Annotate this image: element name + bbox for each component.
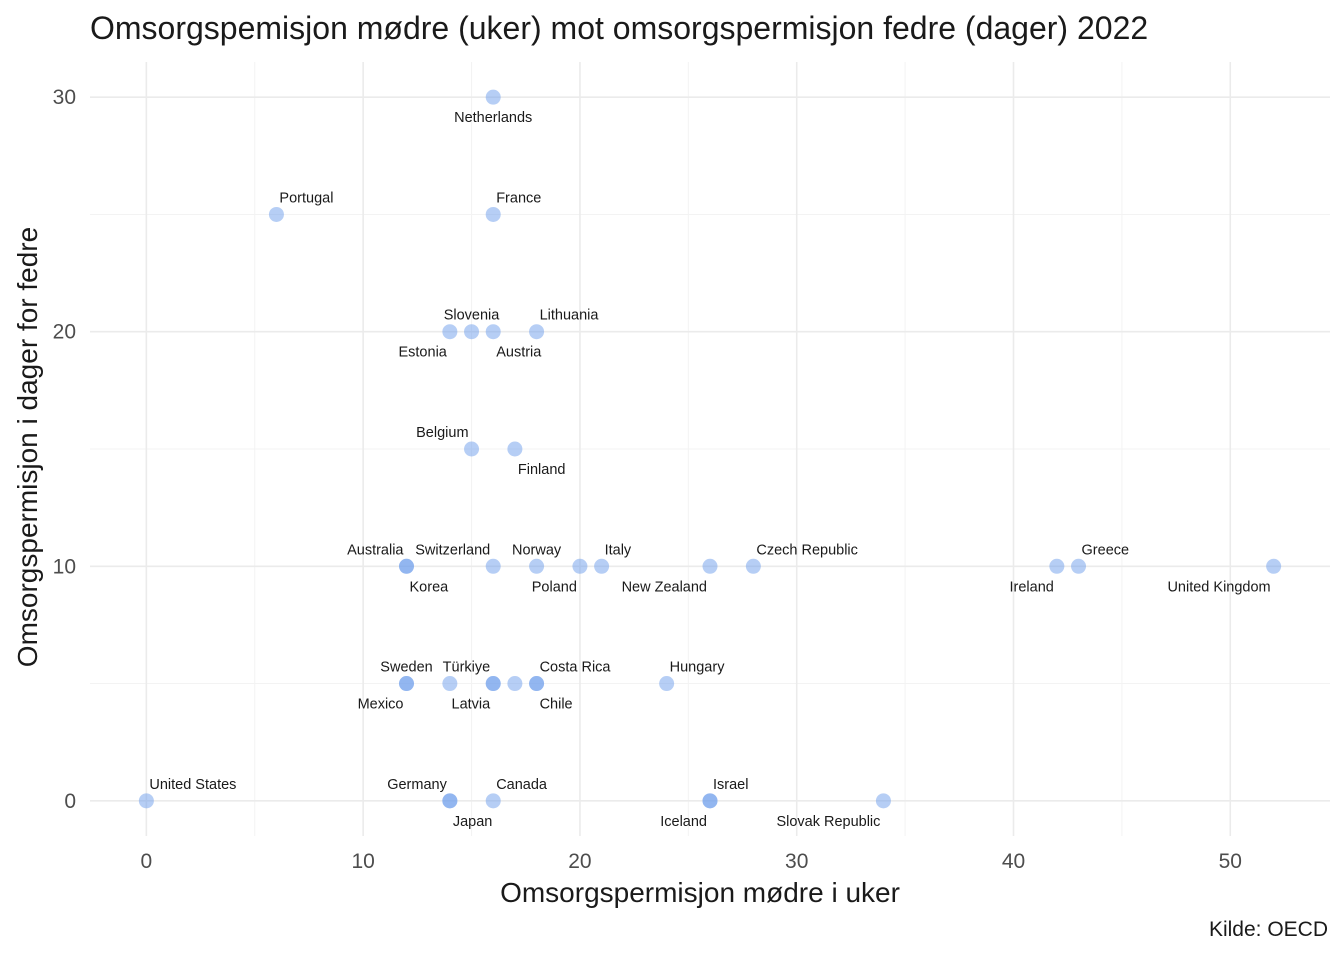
point-label: Australia <box>347 542 404 558</box>
chart-title: Omsorgspemisjon mødre (uker) mot omsorgs… <box>90 10 1149 46</box>
data-point <box>399 676 415 692</box>
point-label: Latvia <box>452 697 492 713</box>
y-tick-label: 20 <box>53 321 76 344</box>
data-point <box>529 558 545 574</box>
data-point <box>485 324 501 340</box>
data-point <box>485 89 501 105</box>
point-label: Italy <box>605 542 632 558</box>
data-point <box>875 793 891 809</box>
data-points <box>138 89 1282 809</box>
point-label: Netherlands <box>454 110 532 126</box>
point-label: Slovenia <box>444 308 501 324</box>
data-point <box>485 206 501 222</box>
source-caption: Kilde: OECD <box>1208 918 1328 941</box>
data-point <box>442 324 458 340</box>
grid-lines <box>90 62 1330 836</box>
point-label: Belgium <box>416 425 468 441</box>
data-point <box>529 324 545 340</box>
point-label: Lithuania <box>540 308 600 324</box>
point-label: Iceland <box>660 814 707 830</box>
point-label: Costa Rica <box>540 660 612 676</box>
point-label: New Zealand <box>622 579 707 595</box>
point-label: Austria <box>496 345 542 361</box>
data-point <box>485 558 501 574</box>
tick-labels: 0 10 20 30 40 50 0 10 20 30 <box>53 86 1242 873</box>
x-tick-label: 0 <box>141 850 153 873</box>
data-point <box>1049 558 1065 574</box>
point-label: Switzerland <box>415 542 490 558</box>
point-label: Norway <box>512 542 562 558</box>
point-label: Estonia <box>398 345 447 361</box>
data-point <box>529 676 545 692</box>
data-point <box>485 676 501 692</box>
point-label: Germany <box>387 777 447 793</box>
data-point <box>572 558 588 574</box>
x-tick-label: 10 <box>351 850 374 873</box>
data-point <box>702 793 718 809</box>
data-point <box>399 558 415 574</box>
point-label: Sweden <box>380 660 432 676</box>
point-label: Ireland <box>1010 579 1054 595</box>
point-labels: Netherlands Portugal France Slovenia Estonia… <box>149 110 1270 830</box>
point-label: Israel <box>713 777 748 793</box>
y-tick-label: 10 <box>53 555 76 578</box>
point-label: Korea <box>410 579 450 595</box>
x-axis-title: Omsorgspermisjon mødre i uker <box>500 877 900 908</box>
data-point <box>659 676 675 692</box>
point-label: Mexico <box>358 697 404 713</box>
point-label: Czech Republic <box>756 542 858 558</box>
point-label: Türkiye <box>443 660 491 676</box>
point-label: Canada <box>496 777 548 793</box>
point-label: Chile <box>540 697 573 713</box>
x-tick-label: 40 <box>1002 850 1025 873</box>
data-point <box>507 676 523 692</box>
data-point <box>464 324 480 340</box>
point-label: Greece <box>1082 542 1130 558</box>
data-point <box>702 558 718 574</box>
data-point <box>138 793 154 809</box>
y-axis-title: Omsorgspermisjon i dager for fedre <box>12 227 43 667</box>
y-tick-label: 30 <box>53 86 76 109</box>
x-tick-label: 20 <box>568 850 591 873</box>
data-point <box>442 793 458 809</box>
point-label: Japan <box>453 814 493 830</box>
data-point <box>268 206 284 222</box>
data-point <box>1071 558 1087 574</box>
point-label: France <box>496 190 541 206</box>
point-label: Hungary <box>670 660 726 676</box>
data-point <box>507 441 523 457</box>
point-label: Slovak Republic <box>776 814 880 830</box>
y-tick-label: 0 <box>64 790 76 813</box>
data-point <box>442 676 458 692</box>
data-point <box>594 558 610 574</box>
x-tick-label: 30 <box>785 850 808 873</box>
data-point <box>1266 558 1282 574</box>
data-point <box>745 558 761 574</box>
data-point <box>464 441 480 457</box>
data-point <box>485 793 501 809</box>
point-label: Poland <box>532 579 577 595</box>
point-label: United Kingdom <box>1167 579 1270 595</box>
point-label: Portugal <box>279 190 333 206</box>
point-label: United States <box>149 777 236 793</box>
point-label: Finland <box>518 462 566 478</box>
x-tick-label: 50 <box>1219 850 1242 873</box>
